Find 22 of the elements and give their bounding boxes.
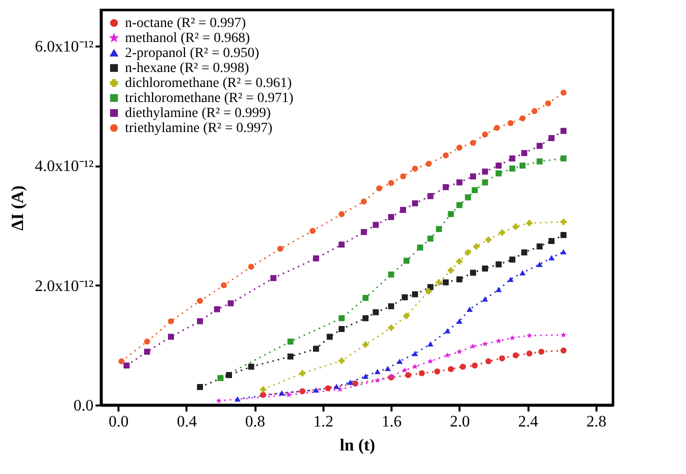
y-tick-label: 6.0x10⁻¹²	[34, 38, 94, 56]
legend-label: methanol (R² = 0.968)	[125, 31, 250, 46]
legend-label: n-hexane (R² = 0.998)	[125, 61, 250, 76]
x-tick-label: 0.8	[245, 414, 266, 430]
x-tick-label: 2.8	[586, 414, 606, 430]
y-tick-label: 0.0	[74, 398, 94, 414]
y-tick-label: 4.0x10⁻¹²	[34, 158, 94, 176]
legend-label: diethylamine (R² = 0.999)	[125, 106, 272, 121]
y-tick-label: 2.0x10⁻¹²	[34, 278, 94, 295]
x-tick-label: 2.4	[518, 414, 538, 430]
x-tick-label: 1.2	[313, 414, 334, 430]
y-axis-title: ΔI (A)	[8, 185, 27, 231]
x-tick-label: 2.0	[450, 414, 470, 430]
x-axis-title: ln (t)	[340, 436, 376, 454]
x-tick-label: 1.6	[382, 414, 402, 430]
legend-label: trichloromethane (R² = 0.971)	[125, 91, 294, 106]
legend-label: n-octane (R² = 0.997)	[125, 16, 246, 31]
legend-label: triethylamine (R² = 0.997)	[125, 121, 273, 136]
legend-label: dichloromethane (R² = 0.961)	[125, 76, 292, 91]
x-tick-label: 0.0	[108, 414, 129, 430]
x-tick-label: 0.4	[176, 414, 197, 430]
legend-label: 2-propanol (R² = 0.950)	[125, 46, 260, 61]
